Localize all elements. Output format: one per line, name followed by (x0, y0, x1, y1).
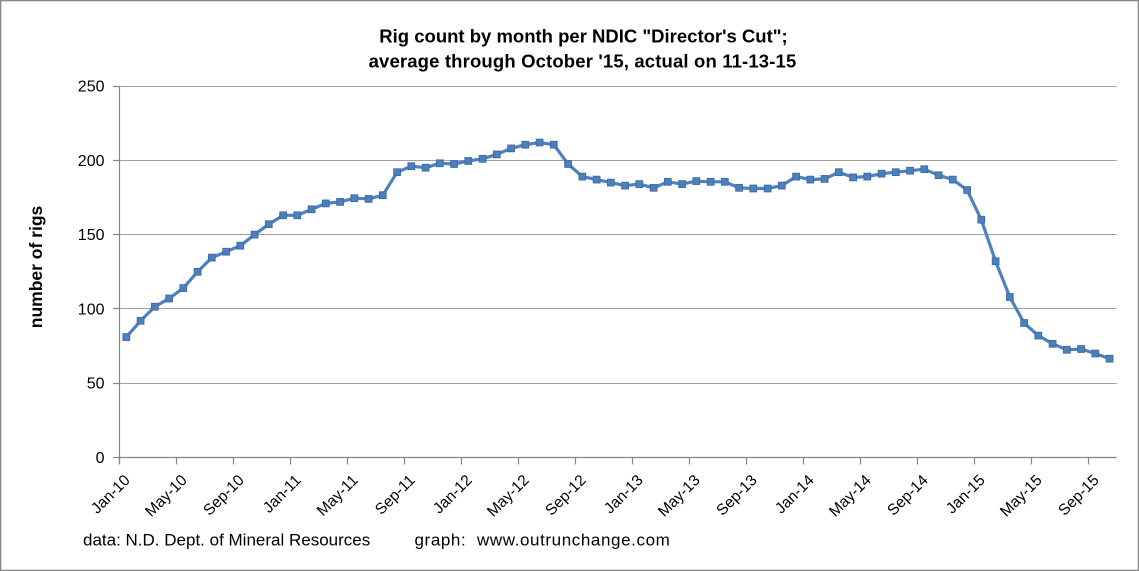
svg-text:100: 100 (78, 301, 105, 318)
svg-text:200: 200 (78, 153, 105, 170)
svg-text:average through October '15, a: average through October '15, actual on 1… (369, 51, 797, 72)
svg-text:150: 150 (78, 227, 105, 244)
svg-text:250: 250 (78, 79, 105, 96)
svg-text:Rig count by month per NDIC "D: Rig count by month per NDIC "Director's … (379, 25, 787, 46)
svg-text:50: 50 (87, 376, 105, 393)
svg-text:0: 0 (96, 450, 105, 467)
svg-text:graph: www.outrunchange.com: graph: www.outrunchange.com (415, 530, 671, 549)
svg-text:data: N.D. Dept. of Mineral Re: data: N.D. Dept. of Mineral Resources (83, 530, 370, 549)
svg-text:number of rigs: number of rigs (26, 205, 46, 328)
